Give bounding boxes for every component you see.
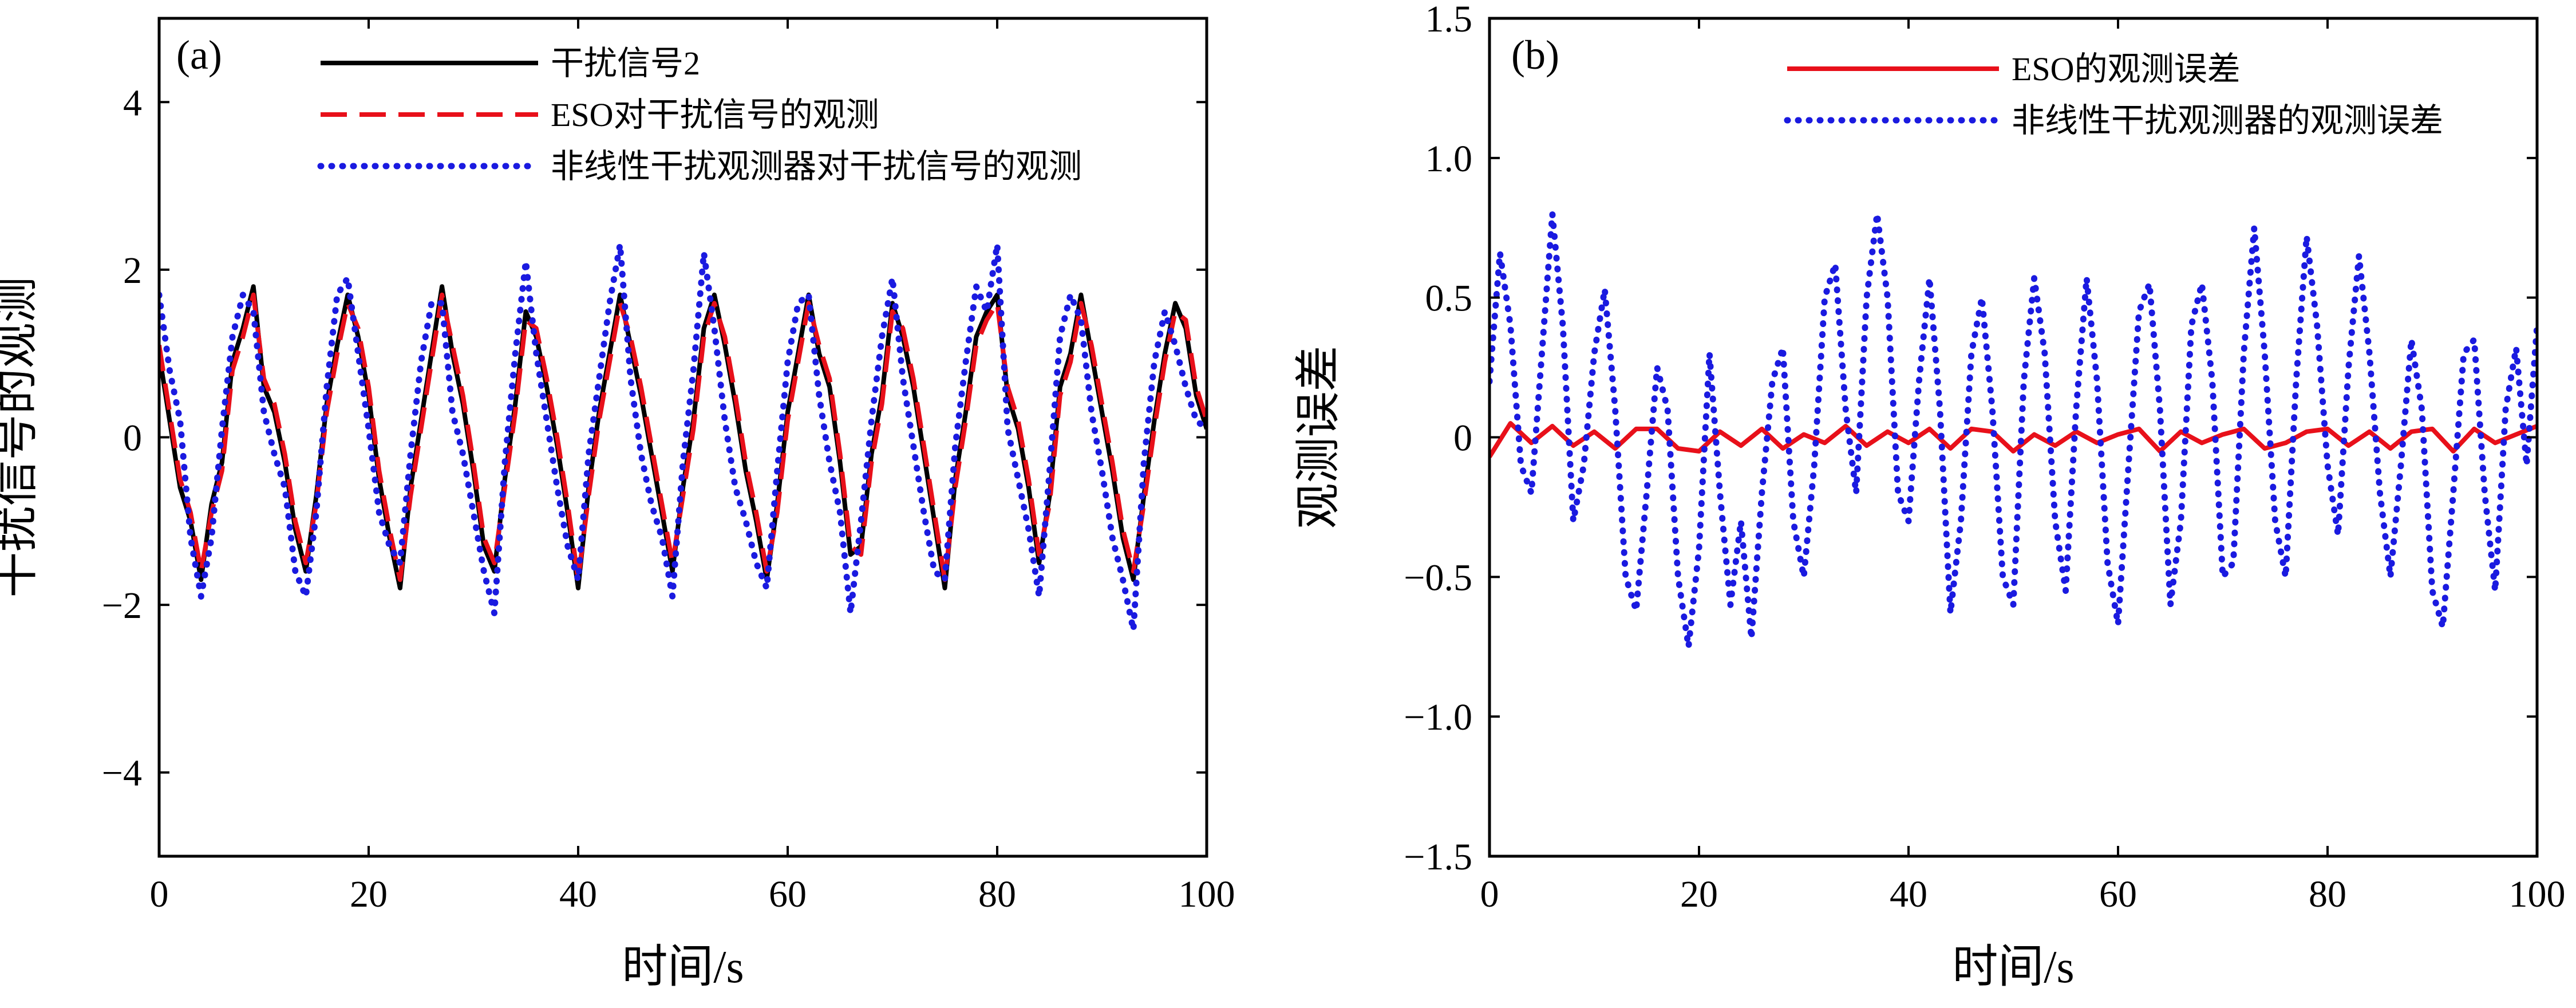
legend-label: ESO对干扰信号的观测 <box>551 96 879 133</box>
x-tick-label: 0 <box>150 873 169 915</box>
panel-label: (b) <box>1511 32 1559 78</box>
y-axis-title: 干扰信号的观测 <box>0 277 42 598</box>
x-tick-label: 100 <box>1179 873 1235 915</box>
x-tick-label: 60 <box>769 873 807 915</box>
y-tick-label: −0.5 <box>1404 557 1472 598</box>
x-tick-label: 0 <box>1480 873 1499 915</box>
y-tick-label: 1.0 <box>1425 138 1473 180</box>
x-axis-title: 时间/s <box>622 942 744 993</box>
y-tick-label: 0.5 <box>1425 278 1473 320</box>
series-line-2 <box>1490 210 2537 650</box>
y-tick-label: 1.5 <box>1425 0 1473 40</box>
x-tick-label: 60 <box>2099 873 2137 915</box>
x-tick-label: 100 <box>2509 873 2566 915</box>
series-line-1 <box>1490 421 2537 458</box>
y-tick-label: 2 <box>123 250 142 292</box>
legend-label: 非线性干扰观测器对干扰信号的观测 <box>551 148 1082 185</box>
series-line-3 <box>159 241 1207 633</box>
x-axis-title: 时间/s <box>1952 942 2074 993</box>
y-tick-label: −4 <box>102 753 142 794</box>
chart-panel-b: 0 20 40 60 80 100 −1.5 −1.0 −0.5 0 0.5 1.0 1.5 时间/s 观测… <box>1294 0 2566 993</box>
x-tick-label: 40 <box>559 873 597 915</box>
x-tick-label: 80 <box>2309 873 2346 915</box>
y-axis-title: 观测误差 <box>1294 346 1344 529</box>
y-tick-label: 4 <box>123 82 142 124</box>
y-tick-label: −2 <box>102 585 142 627</box>
legend-label: ESO的观测误差 <box>2012 50 2241 88</box>
chart-panel-a: 0 20 40 60 80 100 −4 −2 0 2 4 时间/s 干扰信号的观测 (a) 干扰信号2 ES… <box>0 17 1235 993</box>
panel-label: (a) <box>176 32 222 78</box>
y-tick-label: −1.0 <box>1404 696 1472 738</box>
legend-label: 干扰信号2 <box>551 45 700 82</box>
legend-label: 非线性干扰观测器的观测误差 <box>2012 102 2443 139</box>
x-tick-label: 20 <box>350 873 388 915</box>
y-tick-label: 0 <box>123 418 142 459</box>
y-tick-label: 0 <box>1453 418 1472 459</box>
x-tick-label: 20 <box>1680 873 1718 915</box>
x-tick-label: 80 <box>978 873 1016 915</box>
y-tick-label: −1.5 <box>1404 836 1472 878</box>
series-line-2 <box>159 292 1207 582</box>
x-tick-label: 40 <box>1890 873 1927 915</box>
